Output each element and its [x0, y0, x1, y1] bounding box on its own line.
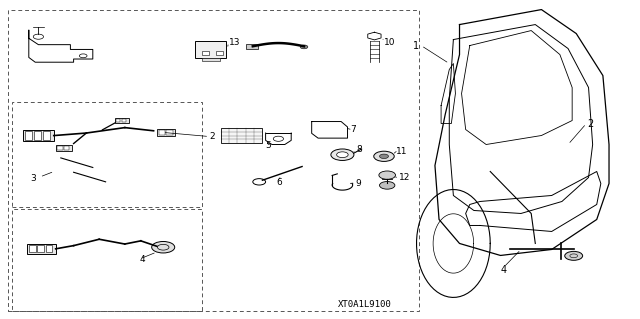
- Text: 2: 2: [209, 132, 215, 141]
- Circle shape: [379, 171, 396, 179]
- Text: 9: 9: [356, 179, 362, 188]
- Circle shape: [380, 154, 388, 159]
- Circle shape: [300, 45, 308, 49]
- Bar: [115, 118, 129, 123]
- Text: 3: 3: [31, 174, 36, 183]
- Text: 4: 4: [140, 255, 145, 263]
- Bar: [166, 130, 173, 135]
- Circle shape: [374, 151, 394, 161]
- Bar: [202, 51, 209, 55]
- Bar: [12, 209, 202, 311]
- Text: 2: 2: [588, 119, 594, 129]
- Bar: [64, 146, 69, 150]
- Bar: [29, 245, 36, 252]
- Bar: [195, 41, 226, 58]
- Bar: [23, 130, 54, 141]
- Bar: [221, 128, 262, 143]
- Bar: [216, 51, 223, 55]
- Text: 4: 4: [500, 265, 507, 275]
- Text: XT0A1L9100: XT0A1L9100: [338, 300, 392, 309]
- Text: 5: 5: [266, 141, 271, 150]
- Bar: [25, 131, 32, 140]
- Bar: [56, 145, 72, 151]
- Text: 13: 13: [228, 38, 240, 47]
- Bar: [12, 102, 202, 207]
- Circle shape: [380, 182, 395, 189]
- Text: 8: 8: [356, 145, 362, 154]
- Text: 11: 11: [396, 147, 408, 156]
- Text: 12: 12: [399, 173, 411, 182]
- Bar: [46, 245, 52, 252]
- Circle shape: [152, 241, 175, 253]
- Circle shape: [337, 152, 348, 158]
- Circle shape: [331, 149, 354, 160]
- Text: 6: 6: [276, 178, 282, 187]
- Bar: [38, 245, 44, 252]
- Bar: [122, 119, 126, 122]
- Bar: [58, 146, 63, 150]
- Bar: [246, 44, 258, 49]
- Text: 1: 1: [413, 41, 419, 50]
- Text: 7: 7: [350, 125, 356, 134]
- Bar: [116, 119, 120, 122]
- Bar: [43, 131, 50, 140]
- Text: 10: 10: [384, 38, 396, 47]
- Circle shape: [564, 251, 582, 260]
- Bar: [8, 10, 419, 311]
- Bar: [202, 58, 220, 62]
- Bar: [34, 131, 41, 140]
- Bar: [157, 129, 175, 136]
- Bar: [159, 130, 165, 135]
- Bar: [28, 244, 56, 254]
